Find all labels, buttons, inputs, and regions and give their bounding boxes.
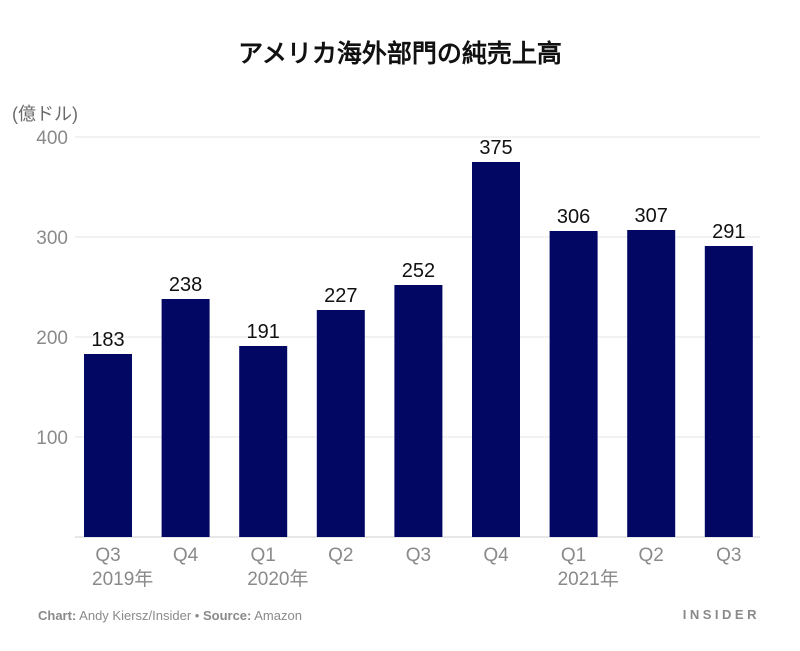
x-tick-label: Q3 bbox=[95, 545, 120, 566]
x-tick-label: Q3 bbox=[406, 545, 431, 566]
bars bbox=[84, 162, 753, 537]
bar-3 bbox=[316, 310, 365, 537]
bar-1 bbox=[161, 299, 210, 537]
bar-4 bbox=[394, 285, 443, 537]
x-tick-label: Q2 bbox=[328, 545, 353, 566]
bar-6 bbox=[549, 231, 598, 537]
x-tick-label: Q4 bbox=[483, 545, 509, 566]
bar-7 bbox=[627, 230, 676, 537]
x-tick-label: Q2 bbox=[639, 545, 664, 566]
x-year-label: 2021年 bbox=[558, 568, 619, 590]
x-tick-label: Q4 bbox=[173, 545, 199, 566]
data-label: 307 bbox=[635, 205, 668, 227]
x-tick-label: Q1 bbox=[251, 545, 276, 566]
chart-title: アメリカ海外部門の純売上高 bbox=[238, 40, 562, 68]
y-axis-unit-label: (億ドル) bbox=[12, 104, 78, 124]
source-value: Amazon bbox=[251, 608, 302, 623]
x-year-label: 2020年 bbox=[247, 568, 308, 590]
data-label: 375 bbox=[479, 137, 512, 159]
data-label: 191 bbox=[247, 321, 280, 343]
source-label: Source: bbox=[202, 608, 252, 623]
x-tick-label: Q3 bbox=[716, 545, 741, 566]
data-label: 252 bbox=[402, 260, 435, 282]
data-label: 238 bbox=[169, 274, 202, 296]
chart-footer: Chart: Andy Kiersz/Insider • Source: Ama… bbox=[38, 608, 302, 623]
y-tick-labels: 100 200 300 400 bbox=[36, 128, 68, 449]
data-labels: 183 238 191 227 252 375 306 307 291 bbox=[91, 137, 745, 351]
x-tick-label: Q1 bbox=[561, 545, 586, 566]
bar-0 bbox=[84, 354, 132, 537]
bar-2 bbox=[239, 346, 288, 537]
y-tick-label: 300 bbox=[36, 228, 68, 249]
x-year-label: 2019年 bbox=[92, 568, 153, 590]
y-tick-label: 100 bbox=[36, 428, 68, 449]
data-label: 291 bbox=[712, 221, 745, 243]
bar-5 bbox=[472, 162, 520, 537]
bar-chart: 100 200 300 400 183 238 191 227 252 375 306 307 291… bbox=[36, 128, 760, 590]
chart-credit-label: Chart: bbox=[38, 608, 77, 623]
data-label: 227 bbox=[324, 285, 357, 307]
y-tick-label: 200 bbox=[36, 328, 68, 349]
bar-8 bbox=[704, 246, 753, 537]
chart-credit-author: Andy Kiersz/Insider • bbox=[76, 608, 203, 623]
data-label: 306 bbox=[557, 206, 590, 228]
y-tick-label: 400 bbox=[36, 128, 68, 149]
insider-logo: INSIDER bbox=[682, 607, 760, 622]
data-label: 183 bbox=[91, 329, 124, 351]
